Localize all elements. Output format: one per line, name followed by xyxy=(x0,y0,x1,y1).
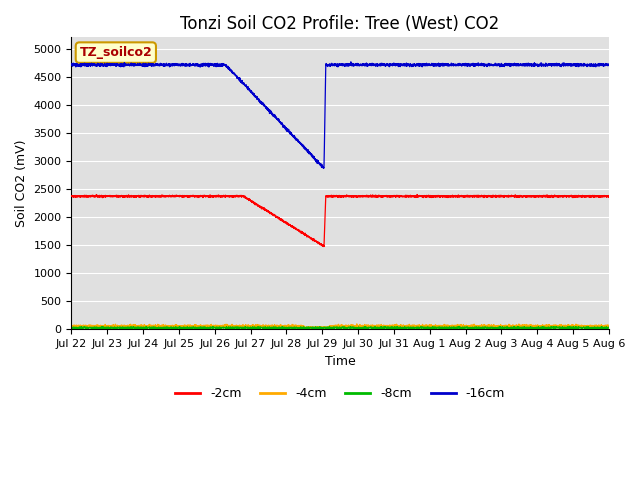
Text: TZ_soilco2: TZ_soilco2 xyxy=(79,46,152,59)
Y-axis label: Soil CO2 (mV): Soil CO2 (mV) xyxy=(15,140,28,227)
Legend: -2cm, -4cm, -8cm, -16cm: -2cm, -4cm, -8cm, -16cm xyxy=(170,382,510,405)
X-axis label: Time: Time xyxy=(324,355,355,368)
Title: Tonzi Soil CO2 Profile: Tree (West) CO2: Tonzi Soil CO2 Profile: Tree (West) CO2 xyxy=(180,15,500,33)
